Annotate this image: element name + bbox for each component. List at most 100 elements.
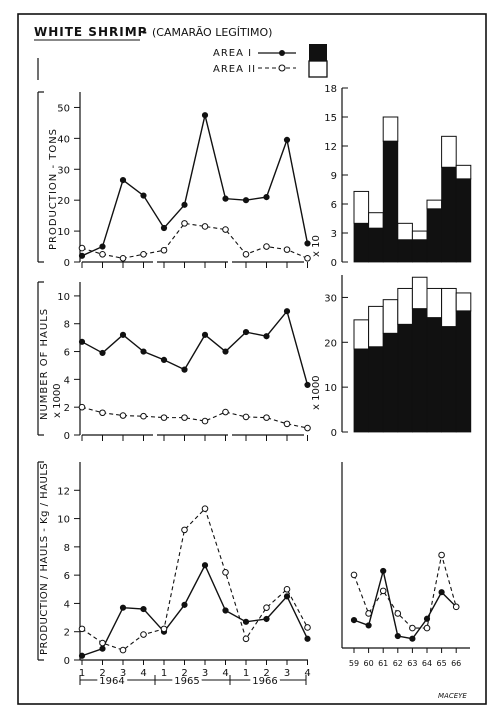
production-point-area-2 <box>99 250 106 258</box>
hauls-point-area-2 <box>78 403 86 411</box>
annual-hauls-bar-area-2 <box>368 305 384 348</box>
cpue-x-tick-label: 1 <box>161 668 167 679</box>
production-y-tick-label: 10 <box>57 227 70 238</box>
annual-production-bar-area-2 <box>368 212 384 229</box>
annual-hauls-bar-area-2 <box>455 292 472 312</box>
annual-hauls-bar-area-1 <box>397 323 413 433</box>
cpue-point-area-2 <box>304 624 311 631</box>
cpue-point-area-2 <box>119 646 127 654</box>
production-line-area-1 <box>81 115 309 257</box>
hauls-y-unit: x 1000 <box>52 383 63 418</box>
legend-label-area-2: AREA II <box>213 64 256 75</box>
production-line-area-2 <box>81 222 308 259</box>
year-group-label-1966: 1966 <box>252 676 277 687</box>
hauls-line-area-1 <box>81 309 309 386</box>
production-point-area-2 <box>222 226 229 233</box>
production-point-area-2 <box>263 243 270 250</box>
annual-cpue-point-area-2 <box>394 610 402 617</box>
production-point-area-1 <box>119 176 127 184</box>
annual-cpue-x-tick-label: 63 <box>407 659 417 668</box>
cpue-x-tick-label: 2 <box>181 668 187 679</box>
hauls-point-area-1 <box>304 381 311 389</box>
cpue-point-area-1 <box>78 652 86 659</box>
annual-cpue-point-area-1 <box>380 567 387 575</box>
annual-production-y-tick-label: 6 <box>331 200 337 211</box>
annual-hauls-bar-area-1 <box>382 332 399 433</box>
cpue-y-tick-label: 12 <box>57 486 70 497</box>
cpue-point-area-1 <box>181 601 188 608</box>
annual-production-bar-area-1 <box>441 166 457 263</box>
annual-production-bar-area-2 <box>382 116 399 142</box>
annual-hauls-bar-area-2 <box>441 287 457 328</box>
production-point-area-1 <box>201 112 209 119</box>
cpue-x-tick-label: 2 <box>99 668 105 679</box>
hauls-y-tick-label: 10 <box>57 292 70 303</box>
cpue-x-tick-label: 3 <box>284 668 290 679</box>
cpue-y-tick-label: 6 <box>64 571 70 582</box>
panel-annual-hauls: x 1000 <box>311 275 343 432</box>
cpue-point-area-1 <box>263 615 270 623</box>
hauls-point-area-1 <box>222 348 229 355</box>
hauls-point-area-2 <box>263 414 270 421</box>
annual-hauls-bar-area-2 <box>397 287 413 325</box>
annual-production-bar-area-1 <box>426 208 443 263</box>
hauls-point-area-1 <box>181 366 188 373</box>
hauls-point-area-1 <box>99 349 106 357</box>
annual-cpue-point-area-1 <box>423 615 431 622</box>
hauls-point-area-2 <box>201 417 209 425</box>
annual-hauls-bar-area-1 <box>426 317 443 433</box>
cpue-point-area-2 <box>201 505 209 512</box>
annual-cpue-x-tick-label: 61 <box>378 659 388 668</box>
annual-hauls-y-tick-label: 0 <box>331 428 337 439</box>
cpue-point-area-1 <box>242 618 250 625</box>
hauls-point-area-2 <box>304 424 311 432</box>
cpue-point-area-2 <box>78 625 86 633</box>
hauls-y-tick-label: 6 <box>64 348 70 359</box>
annual-cpue-point-area-1 <box>350 617 358 624</box>
annual-cpue-x-tick-label: 62 <box>393 659 403 668</box>
annual-cpue-point-area-2 <box>379 587 387 595</box>
production-point-area-2 <box>160 246 168 254</box>
hauls-y-tick-label: 0 <box>64 431 70 442</box>
cpue-y-tick-label: 8 <box>64 543 70 554</box>
annual-cpue-point-area-2 <box>365 610 372 617</box>
cpue-point-area-1 <box>140 605 147 613</box>
cpue-x-tick-label: 4 <box>304 668 310 679</box>
annual-cpue-point-area-2 <box>409 624 416 632</box>
hauls-y-tick-label: 2 <box>64 403 70 414</box>
production-point-area-2 <box>119 254 127 262</box>
annual-production-y-tick-label: 9 <box>331 171 337 182</box>
annual-production-y-unit: x 10 <box>311 235 322 257</box>
hauls-point-area-2 <box>181 414 188 421</box>
cpue-point-area-2 <box>263 604 270 611</box>
hauls-point-area-1 <box>263 333 270 340</box>
annual-production-bar-area-2 <box>397 222 413 241</box>
production-point-area-2 <box>78 244 86 252</box>
annual-cpue-line-area-2 <box>353 554 457 629</box>
cpue-point-area-2 <box>242 635 250 643</box>
annual-cpue-point-area-2 <box>438 551 445 559</box>
annual-production-y-tick-label: 3 <box>331 229 337 240</box>
figure-subtitle: (CAMARÃO LEGÍTIMO) <box>152 26 272 39</box>
hauls-y-label: NUMBER OF HAULS <box>39 308 50 420</box>
figure-title: WHITE SHRIMP <box>34 25 147 39</box>
year-group-label-1965: 1965 <box>174 676 199 687</box>
production-point-area-2 <box>140 250 147 258</box>
cpue-point-area-1 <box>222 607 229 614</box>
panel-production: PRODUCTION - TONS <box>37 58 81 263</box>
annual-hauls-bar-area-2 <box>382 299 399 334</box>
annual-hauls-bar-area-1 <box>441 326 457 433</box>
hauls-y-tick-label: 8 <box>64 320 70 331</box>
hauls-point-area-1 <box>242 328 250 336</box>
hauls-point-area-1 <box>283 308 291 315</box>
annual-cpue-x-tick-label: 59 <box>349 659 359 668</box>
hauls-line-area-2 <box>81 406 308 429</box>
production-point-area-2 <box>201 223 209 230</box>
figure-border <box>17 13 487 705</box>
cpue-line-area-2 <box>81 507 308 651</box>
annual-production-bar-area-2 <box>411 230 428 241</box>
cpue-y-label: PRODUCTION / HAULS - Kg / HAULS <box>39 463 50 655</box>
panel-hauls: NUMBER OF HAULS x 1000 <box>37 281 81 436</box>
